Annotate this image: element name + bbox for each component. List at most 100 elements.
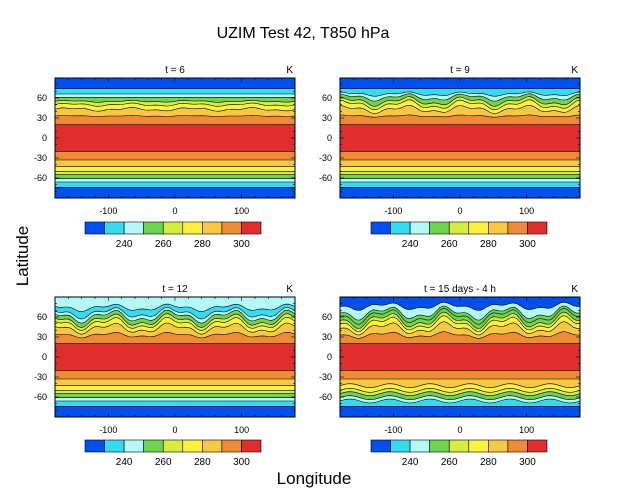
x-tick-label: -100 [384,206,402,216]
y-tick-label: -30 [34,372,47,382]
panel-title: t = 12 [162,284,188,295]
colorbar-label: 280 [480,457,497,468]
panel-units: K [571,65,578,76]
x-tick-label: 100 [519,425,534,435]
y-tick-label: -60 [34,392,47,402]
contour-line [340,315,580,332]
temperature-band [340,187,580,198]
contour-line [55,107,295,112]
figure-title: UZIM Test 42, T850 hPa [217,25,390,42]
contour-line [340,305,580,321]
panel-title: t = 15 days - 4 h [424,284,496,295]
colorbar-swatch [527,439,548,453]
temperature-band [340,182,580,188]
temperature-band [340,305,580,325]
panel-axes: -100 0 100 60 30 0 -30 -60 [34,78,295,216]
colorbar-swatch [488,439,509,453]
panel-axes: -100 0 100 60 30 0 -30 -60 [319,78,580,216]
temperature-band [340,178,580,182]
colorbar-swatch [390,221,411,235]
y-tick-label: 30 [37,113,47,123]
panel-axes: -100 0 100 60 30 0 -30 -60 [34,297,295,435]
y-tick-label: 30 [37,332,47,342]
temperature-band [340,166,580,172]
x-tick-label: 100 [234,206,249,216]
temperature-band [340,96,580,110]
colorbar-label: 240 [116,457,133,468]
temperature-band [340,78,580,89]
temperature-band [55,317,295,335]
colorbar-swatch [448,221,470,235]
colorbar-swatch [429,439,450,453]
temperature-band [55,323,295,338]
temperature-band [55,187,295,198]
contour-line [340,321,580,336]
contour-line [340,387,580,393]
colorbar-swatch [390,439,411,453]
y-tick-label: 60 [322,93,332,103]
colorbar-swatch [123,439,144,453]
temperature-band [340,406,580,417]
contour-line [55,100,295,103]
contour-line [55,303,295,313]
temperature-band [340,297,580,311]
temperature-band [340,105,580,118]
colorbar-swatch [241,439,262,453]
temperature-band [55,379,295,386]
colorbar-swatch [370,439,391,453]
y-axis-label: Latitude [13,226,32,287]
contour-line [340,391,580,397]
temperature-band [55,307,295,324]
x-tick-label: 0 [457,425,462,435]
colorbar-swatch [104,221,125,235]
contour-line [340,301,580,311]
contour-line [340,104,580,114]
temperature-band [340,312,580,332]
temperature-band [340,399,580,407]
colorbar-label: 260 [441,457,458,468]
x-tick-label: -100 [99,425,117,435]
contour-line [340,383,580,389]
contour-line [340,91,580,97]
colorbar-swatch [143,221,164,235]
contour-line [340,311,580,329]
temperature-band [340,124,580,152]
x-tick-label: 100 [234,425,249,435]
colorbar-swatch [221,439,242,453]
x-tick-label: -100 [99,206,117,216]
temperature-band [340,308,580,329]
contour-line [55,309,295,324]
colorbar-swatch [429,221,450,235]
temperature-band [340,151,580,160]
temperature-band [340,388,580,396]
colorbar-label: 260 [441,239,458,250]
colorbar-swatch [143,439,164,453]
y-tick-label: -60 [319,173,332,183]
temperature-band [55,115,295,125]
temperature-band [55,397,295,401]
colorbar-label: 240 [402,457,419,468]
colorbar-swatch [84,439,105,453]
panel-axes: -100 0 100 60 30 0 -30 -60 [319,297,580,435]
contour-line [340,99,580,111]
colorbar-swatch [162,221,184,235]
temperature-band [55,178,295,182]
colorbar-swatch [468,439,489,453]
contour-line [340,114,580,118]
temperature-band [55,160,295,167]
y-tick-label: -60 [319,392,332,402]
temperature-band [55,297,295,312]
contour-line [55,307,295,320]
contour-line [340,398,580,404]
temperature-band [55,78,295,89]
contour-line [340,93,580,102]
colorbar: 240 260 280 300 [84,439,262,468]
colorbar: 240 260 280 300 [370,439,548,468]
colorbar-label: 300 [233,457,250,468]
x-tick-label: 0 [172,425,177,435]
temperature-band [340,91,580,102]
